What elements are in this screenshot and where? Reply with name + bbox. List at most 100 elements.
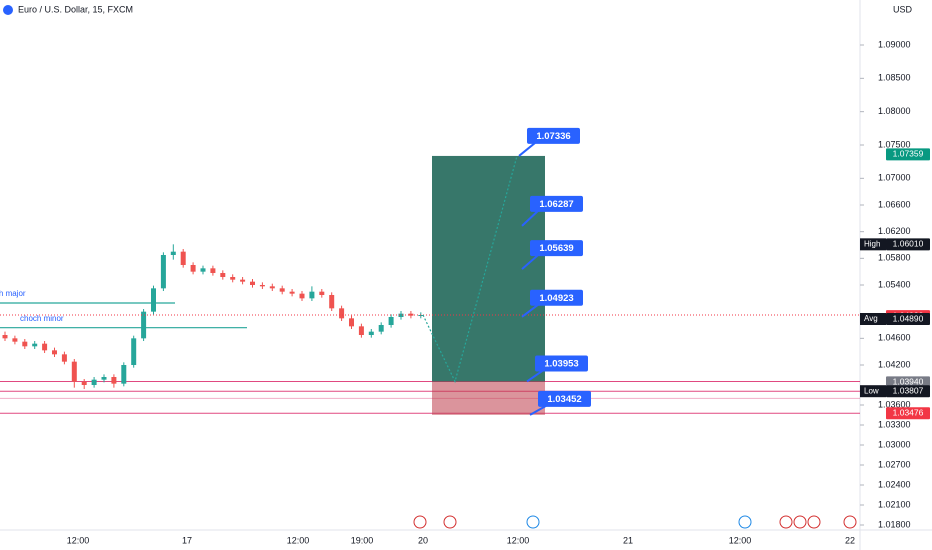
y-tick-label: 1.08000: [878, 106, 911, 116]
price-badge: [886, 313, 930, 325]
target-box: [530, 195, 583, 212]
projection-path: [422, 155, 518, 384]
target-label: 1.06287: [539, 199, 573, 210]
event-icon: [738, 515, 752, 529]
price-badge-label: 1.07359: [893, 149, 924, 159]
symbol-icon: [3, 5, 13, 15]
target-arrow: [521, 210, 539, 227]
candle-body: [180, 251, 186, 265]
candle-body: [309, 291, 315, 299]
x-tick-label: 12:00: [67, 535, 90, 545]
event-icon: [807, 515, 821, 529]
y-tick-label: 1.02700: [878, 459, 911, 469]
candle-body: [259, 285, 265, 287]
x-tick-label: 21: [623, 535, 633, 545]
candle-body: [220, 273, 226, 277]
candle-body: [81, 381, 87, 385]
candle-body: [378, 325, 384, 332]
candle-body: [91, 379, 97, 385]
target-arrow: [526, 369, 544, 383]
candle-body: [71, 361, 77, 382]
x-tick-label: 12:00: [507, 535, 530, 545]
target-arrow: [529, 404, 547, 416]
candle-body: [398, 313, 404, 317]
target-box: [538, 390, 591, 407]
y-tick-label: 1.05800: [878, 253, 911, 263]
candle-body: [299, 293, 305, 299]
price-badge-label: 1.03807: [893, 385, 924, 395]
y-tick-label: 1.02400: [878, 479, 911, 489]
profit-zone: [432, 155, 545, 382]
target-arrow: [521, 303, 539, 318]
target-box: [535, 355, 588, 372]
badge-name-box: [860, 238, 886, 251]
y-tick-label: 1.04600: [878, 333, 911, 343]
candle-body: [358, 326, 364, 335]
candle-body: [111, 377, 117, 384]
candle-body: [349, 318, 354, 327]
candle-body: [279, 288, 285, 292]
badge-name: Low: [864, 386, 879, 395]
structure-label: choch minor: [20, 314, 64, 323]
y-tick-label: 1.06200: [878, 226, 911, 236]
price-badge: [886, 407, 930, 420]
candle-body: [32, 343, 38, 347]
y-tick-label: 1.08500: [878, 73, 911, 83]
price-badge: [886, 238, 930, 251]
price-badge-label: 1.03940: [893, 377, 924, 387]
badge-name-box: [860, 385, 886, 398]
candle-body: [408, 313, 414, 316]
target-label: 1.05639: [539, 243, 573, 254]
event-icon: [443, 515, 457, 529]
candle-body: [368, 331, 374, 335]
x-tick-label: 17: [182, 535, 192, 545]
candle-body: [240, 279, 246, 282]
loss-zone: [432, 381, 545, 415]
x-tick-label: 12:00: [729, 535, 752, 545]
candle-body: [170, 251, 176, 255]
target-box: [530, 289, 583, 306]
candle-body: [319, 291, 325, 295]
event-icons: [413, 515, 857, 529]
target-label: 1.04923: [539, 293, 573, 304]
candle-body: [121, 365, 127, 384]
candle-body: [329, 295, 335, 309]
candle-body: [210, 268, 216, 273]
candle-body: [151, 288, 156, 312]
currency-label: USD: [893, 4, 913, 14]
candle-body: [250, 281, 255, 285]
candle-body: [388, 317, 394, 325]
target-box: [527, 127, 580, 144]
price-badge-label: 1.03476: [893, 408, 924, 418]
event-icon: [793, 515, 807, 529]
badge-name-box: [860, 313, 886, 325]
y-tick-label: 1.02100: [878, 499, 911, 509]
candle-body: [131, 338, 137, 365]
y-tick-label: 1.07000: [878, 173, 911, 183]
y-tick-label: 1.03600: [878, 399, 911, 409]
price-badge: [886, 148, 930, 161]
event-icon: [413, 515, 427, 529]
candle-body: [339, 308, 345, 319]
structure-label: choch major: [0, 289, 26, 298]
event-icon: [526, 515, 540, 529]
x-tick-label: 12:00: [287, 535, 310, 545]
candle-body: [230, 277, 236, 280]
target-box: [530, 240, 583, 257]
chart-title: Euro / U.S. Dollar, 15, FXCM: [18, 4, 133, 14]
y-tick-label: 1.03300: [878, 419, 911, 429]
candle-body: [200, 268, 206, 272]
event-icon: [779, 515, 793, 529]
candle-body: [141, 311, 147, 339]
y-tick-label: 1.06600: [878, 199, 911, 209]
candle-body: [52, 350, 57, 355]
price-badge-label: 1.06010: [893, 239, 924, 249]
target-label: 1.03452: [547, 394, 581, 405]
badge-name: Avg: [864, 314, 878, 323]
price-badge-label: 1.04890: [893, 313, 924, 323]
candle-body: [101, 377, 107, 380]
candle-body: [289, 291, 295, 294]
candle-body: [160, 255, 166, 289]
y-tick-label: 1.03000: [878, 439, 911, 449]
